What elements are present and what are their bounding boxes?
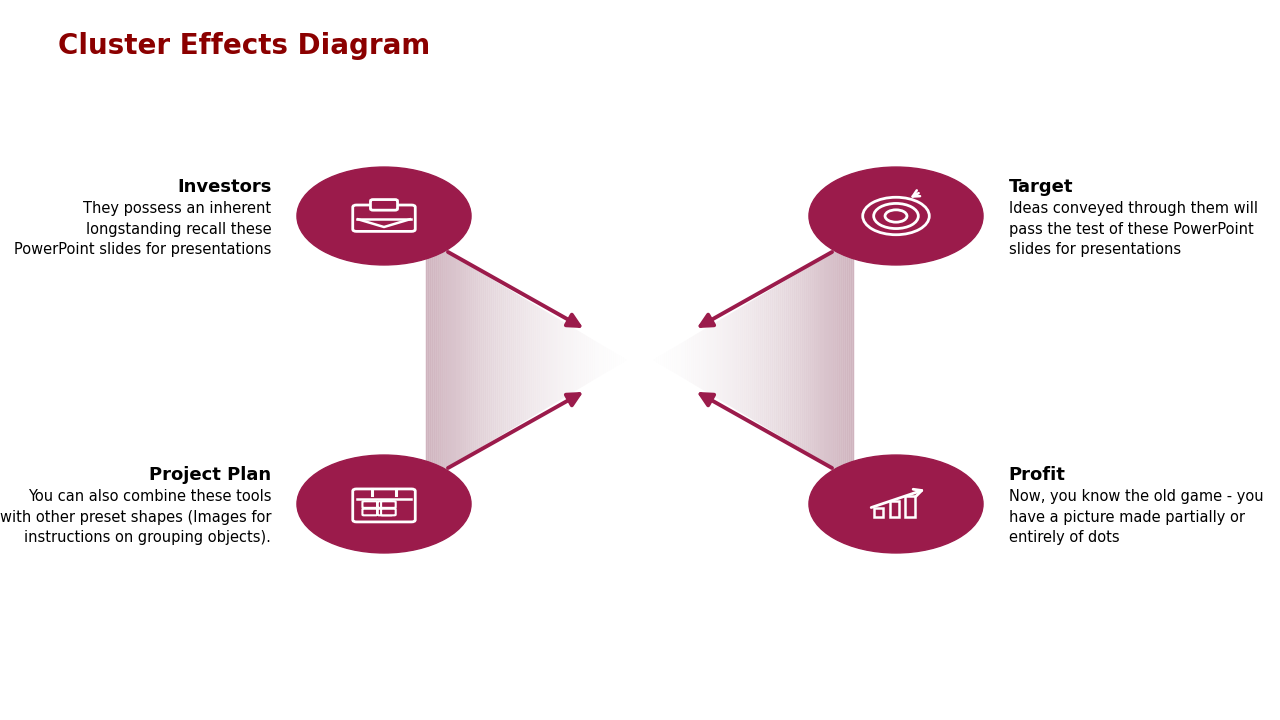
Bar [874, 508, 883, 517]
Text: They possess an inherent
longstanding recall these
PowerPoint slides for present: They possess an inherent longstanding re… [14, 202, 271, 257]
Circle shape [809, 455, 983, 553]
FancyBboxPatch shape [353, 205, 415, 231]
Bar [905, 496, 915, 517]
FancyBboxPatch shape [353, 489, 415, 522]
FancyBboxPatch shape [381, 509, 396, 516]
Text: Profit: Profit [1009, 467, 1065, 485]
Text: Now, you know the old game - you
have a picture made partially or
entirely of do: Now, you know the old game - you have a … [1009, 490, 1263, 545]
Text: You can also combine these tools
with other preset shapes (Images for
instructio: You can also combine these tools with ot… [0, 490, 271, 545]
FancyBboxPatch shape [370, 199, 398, 210]
Text: Target: Target [1009, 179, 1073, 197]
Text: Project Plan: Project Plan [150, 467, 271, 485]
FancyBboxPatch shape [378, 501, 393, 508]
Text: Ideas conveyed through them will
pass the test of these PowerPoint
slides for pr: Ideas conveyed through them will pass th… [1009, 202, 1258, 257]
FancyBboxPatch shape [362, 501, 378, 508]
Circle shape [297, 455, 471, 553]
Text: Investors: Investors [177, 179, 271, 197]
FancyBboxPatch shape [362, 509, 378, 516]
Circle shape [297, 167, 471, 265]
Circle shape [809, 167, 983, 265]
FancyBboxPatch shape [381, 501, 396, 508]
Bar [890, 501, 899, 517]
FancyBboxPatch shape [378, 509, 393, 516]
Text: Cluster Effects Diagram: Cluster Effects Diagram [58, 32, 430, 60]
